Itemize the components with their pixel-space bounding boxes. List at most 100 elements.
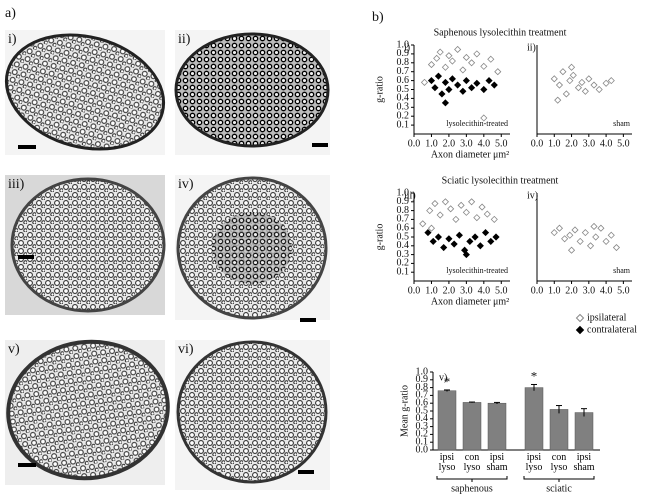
panel-label: iv) [527,190,538,201]
x-tick-label: 1.0 [548,285,561,296]
y-tick-label: 0.1 [416,436,429,447]
scatter-point [424,229,432,237]
x-tick-label: 2.0 [443,138,456,149]
scatter-point [480,114,488,122]
micrograph-label: ii) [178,32,191,47]
scatter-point [571,226,579,234]
scatter-point [471,233,479,241]
scatter-point [490,81,498,89]
scatter-point [448,75,456,83]
scatter-point [612,243,621,252]
x-tick-label: 5.0 [495,138,508,149]
y-tick-label: 0.3 [416,421,429,432]
annotation: sham [613,266,631,275]
scatter-point [434,72,443,80]
y-tick-label: 0.8 [397,57,410,68]
y-tick-label: 0.2 [416,429,429,440]
group-bracket [523,476,595,482]
scatter-point [455,231,463,239]
legend-marker [575,313,585,323]
y-tick-label: 0.4 [397,93,410,104]
y-tick-label: 0.9 [397,196,410,207]
panel-label: iii) [404,190,416,201]
scatter-point [487,237,495,245]
scatter-point [574,84,583,92]
scatter-point [490,215,498,223]
y-tick-label: 0.5 [416,405,429,416]
scatter-point [462,251,470,259]
scatter-point [581,229,589,237]
micrograph-label: iv) [178,177,194,192]
scatter-point [473,50,481,58]
y-tick-label: 0.9 [416,374,429,385]
x-tick-label: 3.0 [460,138,473,149]
x-tick-label: con lyso [463,452,481,473]
x-tick-label: 2.0 [565,138,578,149]
annotation: lysolecithin-treated [446,266,508,275]
scatter-point [445,85,453,94]
x-tick-label: con lyso [550,452,568,473]
scatter-point [567,63,576,71]
scatter-point [566,77,574,85]
x-axis-title: Axon diameter μm² [431,149,509,160]
x-tick-label: 0.0 [408,285,421,296]
scatter-point [473,214,481,222]
scatter-point [590,222,598,231]
scatter-point [555,224,564,232]
y-axis-title: Mean g-ratio [399,385,410,437]
scatter-point [476,242,484,250]
scatter-point [481,229,490,237]
scatter-point [592,233,600,241]
y-tick-label: 0.0 [416,444,429,455]
x-tick-label: 3.0 [460,285,473,296]
scatter-point [468,84,476,92]
x-tick-label: 4.0 [478,285,491,296]
y-tick-label: 0.3 [397,102,410,113]
scatter-point [441,78,449,86]
y-tick-label: 0.2 [397,110,410,121]
scatter-point [602,79,610,87]
y-tick-label: 0.2 [397,258,410,269]
x-tick-label: 3.0 [583,138,596,149]
x-tick-label: 0.0 [531,285,544,296]
scatter-point [426,207,434,215]
bar [437,390,457,451]
y-axis-title: g-ratio [374,224,385,251]
y-tick-label: 1.0 [397,39,410,50]
scatter-point [427,77,436,85]
x-tick-label: 5.0 [495,285,508,296]
y-tick-label: 0.6 [397,75,410,86]
bar [462,402,482,451]
group-label: sciatic [546,483,572,494]
y-tick-label: 0.1 [397,266,410,277]
scatter-point [494,68,502,76]
scatter-point [427,224,436,232]
x-tick-label: ipsi lyso [438,452,456,473]
legend-label: ipsilateral [587,312,627,323]
significance: * [444,374,451,389]
x-tick-label: 2.0 [565,285,578,296]
scatter-point [602,237,610,245]
x-tick-label: 0.0 [531,138,544,149]
scatter-point [581,87,589,95]
x-tick-label: 1.0 [548,138,561,149]
x-tick-label: 4.0 [478,138,491,149]
micrograph-label: v) [8,342,20,357]
scatter-point [427,61,436,69]
group-label: saphenous [451,483,493,494]
scatter-point [559,68,567,76]
y-tick-label: 0.4 [416,413,429,424]
scatter-point [585,75,593,83]
panel-label: i) [404,42,410,53]
scatter-point [569,71,577,79]
micrographs [4,30,330,490]
y-tick-label: 0.7 [397,214,410,225]
scatter-point [595,85,603,94]
scatter-point [454,81,462,89]
scatter-point [436,211,444,219]
scatter-point [459,87,467,95]
scatter-point [483,210,491,218]
y-tick-label: 1.0 [397,187,410,198]
